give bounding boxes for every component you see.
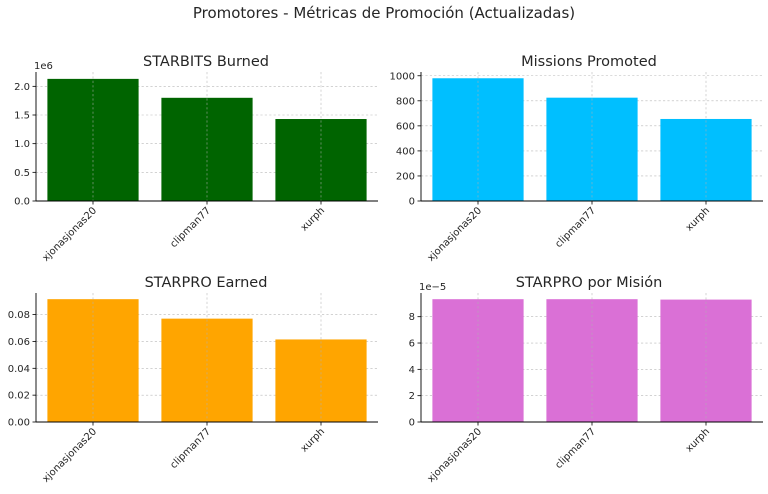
figure-suptitle: Promotores - Métricas de Promoción (Actu… — [193, 4, 575, 22]
x-tick-label: xurph — [684, 426, 712, 454]
x-tick-label: xurph — [299, 205, 327, 233]
y-tick-label: 200 — [396, 171, 415, 182]
subplot-title: STARPRO por Misión — [516, 275, 663, 291]
y-tick-label: 1.5 — [14, 111, 30, 122]
y-tick-label: 0.5 — [14, 168, 30, 179]
x-tick-label: xurph — [299, 426, 327, 454]
subplot-starpro-por-mision: STARPRO por Misión 1e−5 0 2 4 6 8 xjonasjonas… — [409, 275, 763, 485]
x-tick-label: clipman77 — [168, 205, 213, 250]
subplot-starpro-earned: STARPRO Earned 0.00 0.02 0.04 0.06 0.08 xjona… — [8, 275, 378, 485]
y-tick-label: 2 — [409, 391, 415, 402]
x-tick-label: xjonasjonas20 — [426, 205, 485, 264]
y-tick-label: 800 — [396, 96, 415, 107]
x-tick-label: xjonasjonas20 — [41, 426, 100, 485]
subplot-title: Missions Promoted — [521, 54, 657, 70]
y-tick-label: 0.04 — [8, 364, 30, 375]
x-tick-label: clipman77 — [553, 205, 598, 250]
y-tick-label: 4 — [409, 365, 415, 376]
x-tick-label: xjonasjonas20 — [41, 205, 100, 264]
y-tick-label: 0.06 — [8, 337, 30, 348]
y-tick-label: 0.0 — [14, 197, 30, 208]
subplot-missions-promoted: Missions Promoted 0 200 400 600 800 1000 xjona… — [390, 54, 763, 264]
y-offset-label: 1e6 — [34, 61, 53, 72]
subplot-starbits-burned: STARBITS Burned 1e6 0.0 0.5 1.0 1.5 2.0 xjona… — [14, 54, 378, 264]
y-tick-label: 0.02 — [8, 391, 30, 402]
x-tick-label: xurph — [684, 205, 712, 233]
y-tick-label: 1.0 — [14, 139, 30, 150]
y-tick-label: 0.00 — [8, 418, 30, 429]
y-tick-label: 400 — [396, 146, 415, 157]
y-tick-label: 0 — [409, 197, 415, 208]
y-tick-label: 8 — [409, 312, 415, 323]
x-tick-label: clipman77 — [553, 426, 598, 471]
x-tick-label: xjonasjonas20 — [426, 426, 485, 485]
y-tick-label: 600 — [396, 121, 415, 132]
x-tick-label: clipman77 — [168, 426, 213, 471]
y-offset-label: 1e−5 — [419, 282, 446, 293]
y-tick-label: 0.08 — [8, 310, 30, 321]
y-tick-label: 1000 — [390, 71, 415, 82]
y-tick-label: 6 — [409, 339, 415, 350]
y-tick-label: 2.0 — [14, 82, 30, 93]
y-tick-label: 0 — [409, 418, 415, 429]
subplot-title: STARPRO Earned — [145, 275, 268, 291]
subplot-title: STARBITS Burned — [143, 54, 269, 70]
